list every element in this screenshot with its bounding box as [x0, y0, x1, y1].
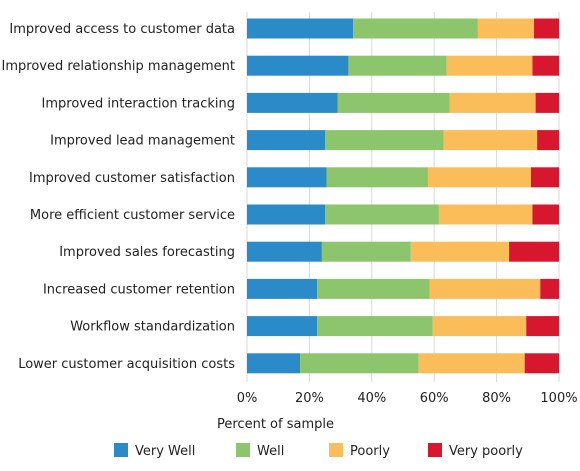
bar-segment [247, 278, 318, 299]
bar-segment [247, 55, 349, 76]
bar-segment [247, 18, 354, 39]
bar-segment [410, 241, 510, 262]
bar-segment [247, 167, 327, 188]
category-label: Improved lead management [50, 134, 235, 149]
bar-segment [247, 92, 338, 113]
bar-segment [534, 18, 559, 39]
bar-segment [418, 353, 525, 374]
bar-segment [247, 316, 318, 337]
category-label: Increased customer retention [43, 282, 235, 297]
bar-segment [427, 167, 531, 188]
bar-segment [524, 353, 559, 374]
legend: Very Well Well Poorly Very poorly [114, 443, 523, 459]
legend-swatch [114, 443, 128, 457]
bar-segment [247, 353, 301, 374]
legend-label: Poorly [350, 444, 390, 459]
bar-segment [247, 130, 325, 151]
legend-swatch [236, 443, 250, 457]
bar-segment [432, 316, 527, 337]
legend-label: Very Well [135, 444, 195, 459]
x-axis-title: Percent of sample [217, 417, 334, 432]
bar-segment [443, 130, 538, 151]
category-label: Improved sales forecasting [59, 245, 235, 260]
bar-segment [317, 278, 430, 299]
x-tick-label: 0% [237, 391, 258, 406]
legend-label: Well [257, 444, 284, 459]
bar-segment [446, 55, 533, 76]
x-tick-label: 80% [482, 391, 511, 406]
bar-segment [300, 353, 419, 374]
legend-label: Very poorly [449, 444, 523, 459]
bar-segment [247, 241, 322, 262]
bar-segment [530, 167, 559, 188]
bar-segment [438, 204, 533, 225]
bar-segment [317, 316, 433, 337]
bar-segment [353, 18, 478, 39]
bar-segment [326, 167, 428, 188]
category-label: More efficient customer service [30, 208, 235, 223]
bar-segment [325, 204, 439, 225]
bars [247, 18, 559, 374]
category-label: Improved access to customer data [9, 22, 235, 37]
bar-segment [532, 204, 559, 225]
bar-segment [532, 55, 559, 76]
bar-segment [321, 241, 411, 262]
category-label: Improved relationship management [2, 59, 235, 74]
x-tick-label: 100% [540, 391, 577, 406]
x-tick-label: 20% [295, 391, 324, 406]
category-labels: Improved access to customer data Improved… [2, 22, 236, 372]
x-tick-label: 60% [420, 391, 449, 406]
bar-segment [526, 316, 559, 337]
category-label: Lower customer acquisition costs [18, 357, 235, 372]
category-label: Improved customer satisfaction [29, 171, 235, 186]
legend-swatch [428, 443, 442, 457]
category-label: Improved interaction tracking [42, 96, 235, 111]
bar-segment [540, 278, 559, 299]
bar-segment [509, 241, 559, 262]
bar-segment [477, 18, 535, 39]
x-tick-labels: 0% 20% 40% 60% 80% 100% [237, 391, 578, 406]
bar-segment [537, 130, 559, 151]
x-tick-label: 40% [357, 391, 386, 406]
bar-segment [247, 204, 325, 225]
legend-swatch [329, 443, 343, 457]
bar-segment [449, 92, 536, 113]
bar-segment [325, 130, 444, 151]
bar-segment [535, 92, 559, 113]
bar-segment [337, 92, 450, 113]
category-label: Workflow standardization [70, 320, 235, 335]
bar-segment [429, 278, 541, 299]
bar-segment [348, 55, 447, 76]
